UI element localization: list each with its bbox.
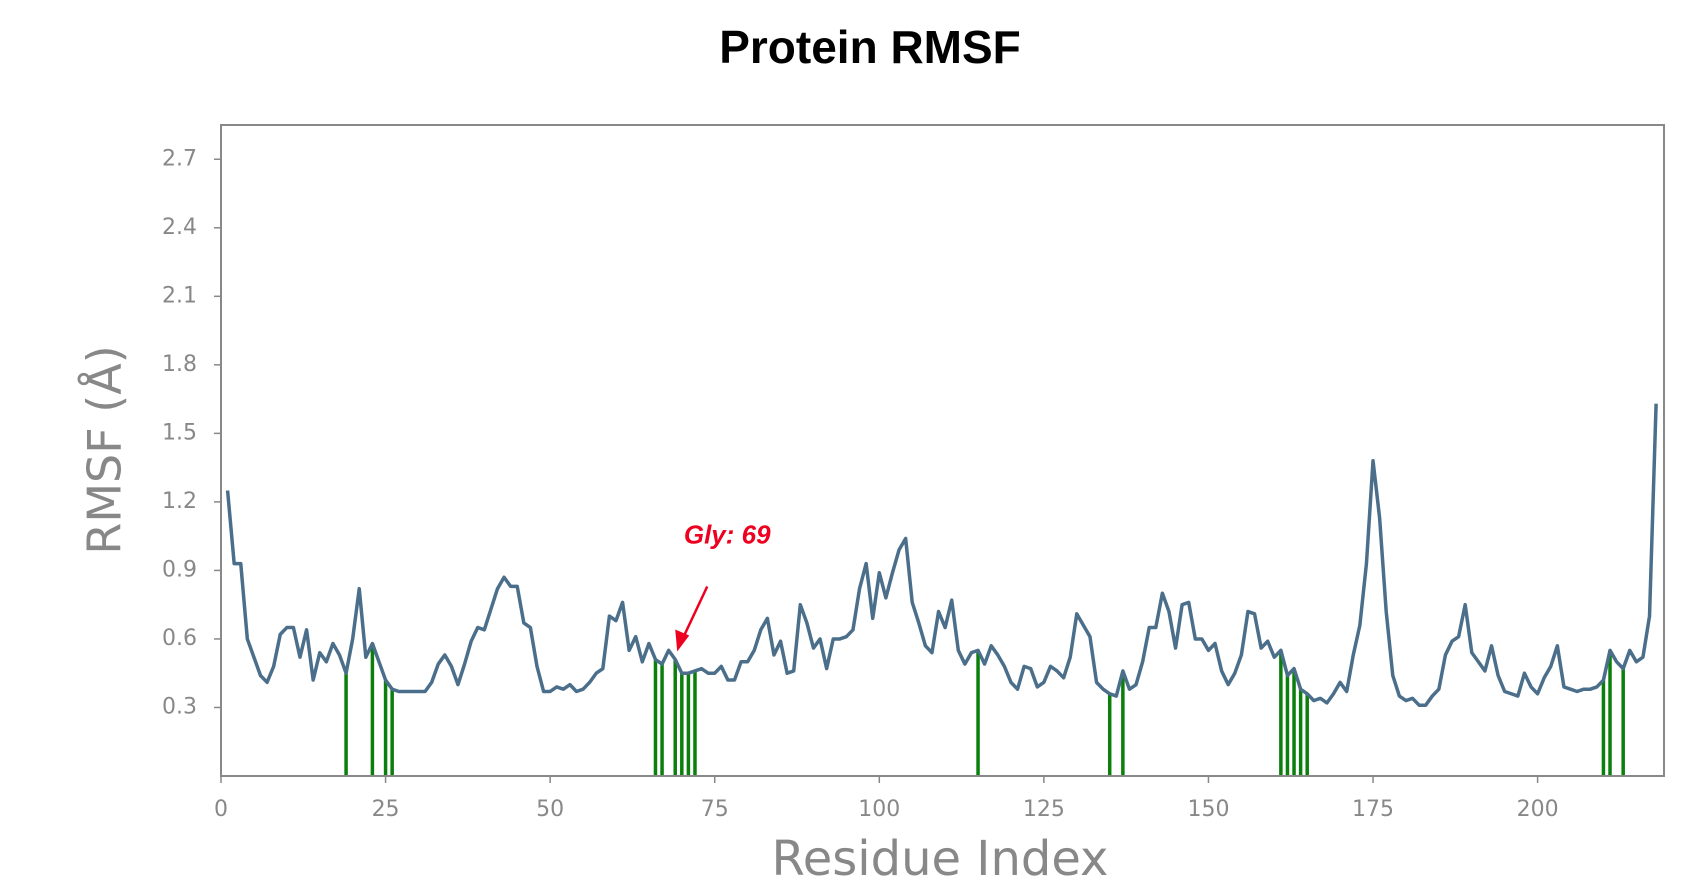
plot-frame — [220, 124, 1665, 777]
rmsf-line — [225, 403, 1658, 707]
x-axis-label: Residue Index — [772, 831, 1109, 887]
x-tick-label: 150 — [1187, 797, 1229, 822]
x-tick-label: 200 — [1517, 797, 1559, 822]
y-tick-label: 1.2 — [162, 489, 197, 514]
x-tick-label: 100 — [858, 797, 900, 822]
x-tick-label: 75 — [701, 797, 729, 822]
y-tick-label: 0.6 — [162, 626, 197, 651]
y-tick-label: 0.3 — [162, 694, 197, 719]
y-tick-label: 2.4 — [162, 215, 197, 240]
annotation-arrow — [682, 585, 709, 639]
y-tick-label: 0.9 — [162, 557, 197, 582]
annotation-arrowhead — [675, 629, 690, 652]
y-tick-label: 2.7 — [162, 146, 197, 171]
chart-title: Protein RMSF — [719, 21, 1021, 73]
x-tick-label: 25 — [372, 797, 400, 822]
annotation-text: Gly: 69 — [684, 519, 771, 549]
y-tick-label: 2.1 — [162, 283, 197, 308]
x-tick-label: 125 — [1023, 797, 1065, 822]
y-tick-label: 1.5 — [162, 420, 197, 445]
y-axis-label: RMSF (Å) — [78, 345, 132, 554]
y-tick-label: 1.8 — [162, 352, 197, 377]
x-tick-label: 50 — [536, 797, 564, 822]
x-tick-label: 175 — [1352, 797, 1394, 822]
x-tick-label: 0 — [214, 797, 228, 822]
